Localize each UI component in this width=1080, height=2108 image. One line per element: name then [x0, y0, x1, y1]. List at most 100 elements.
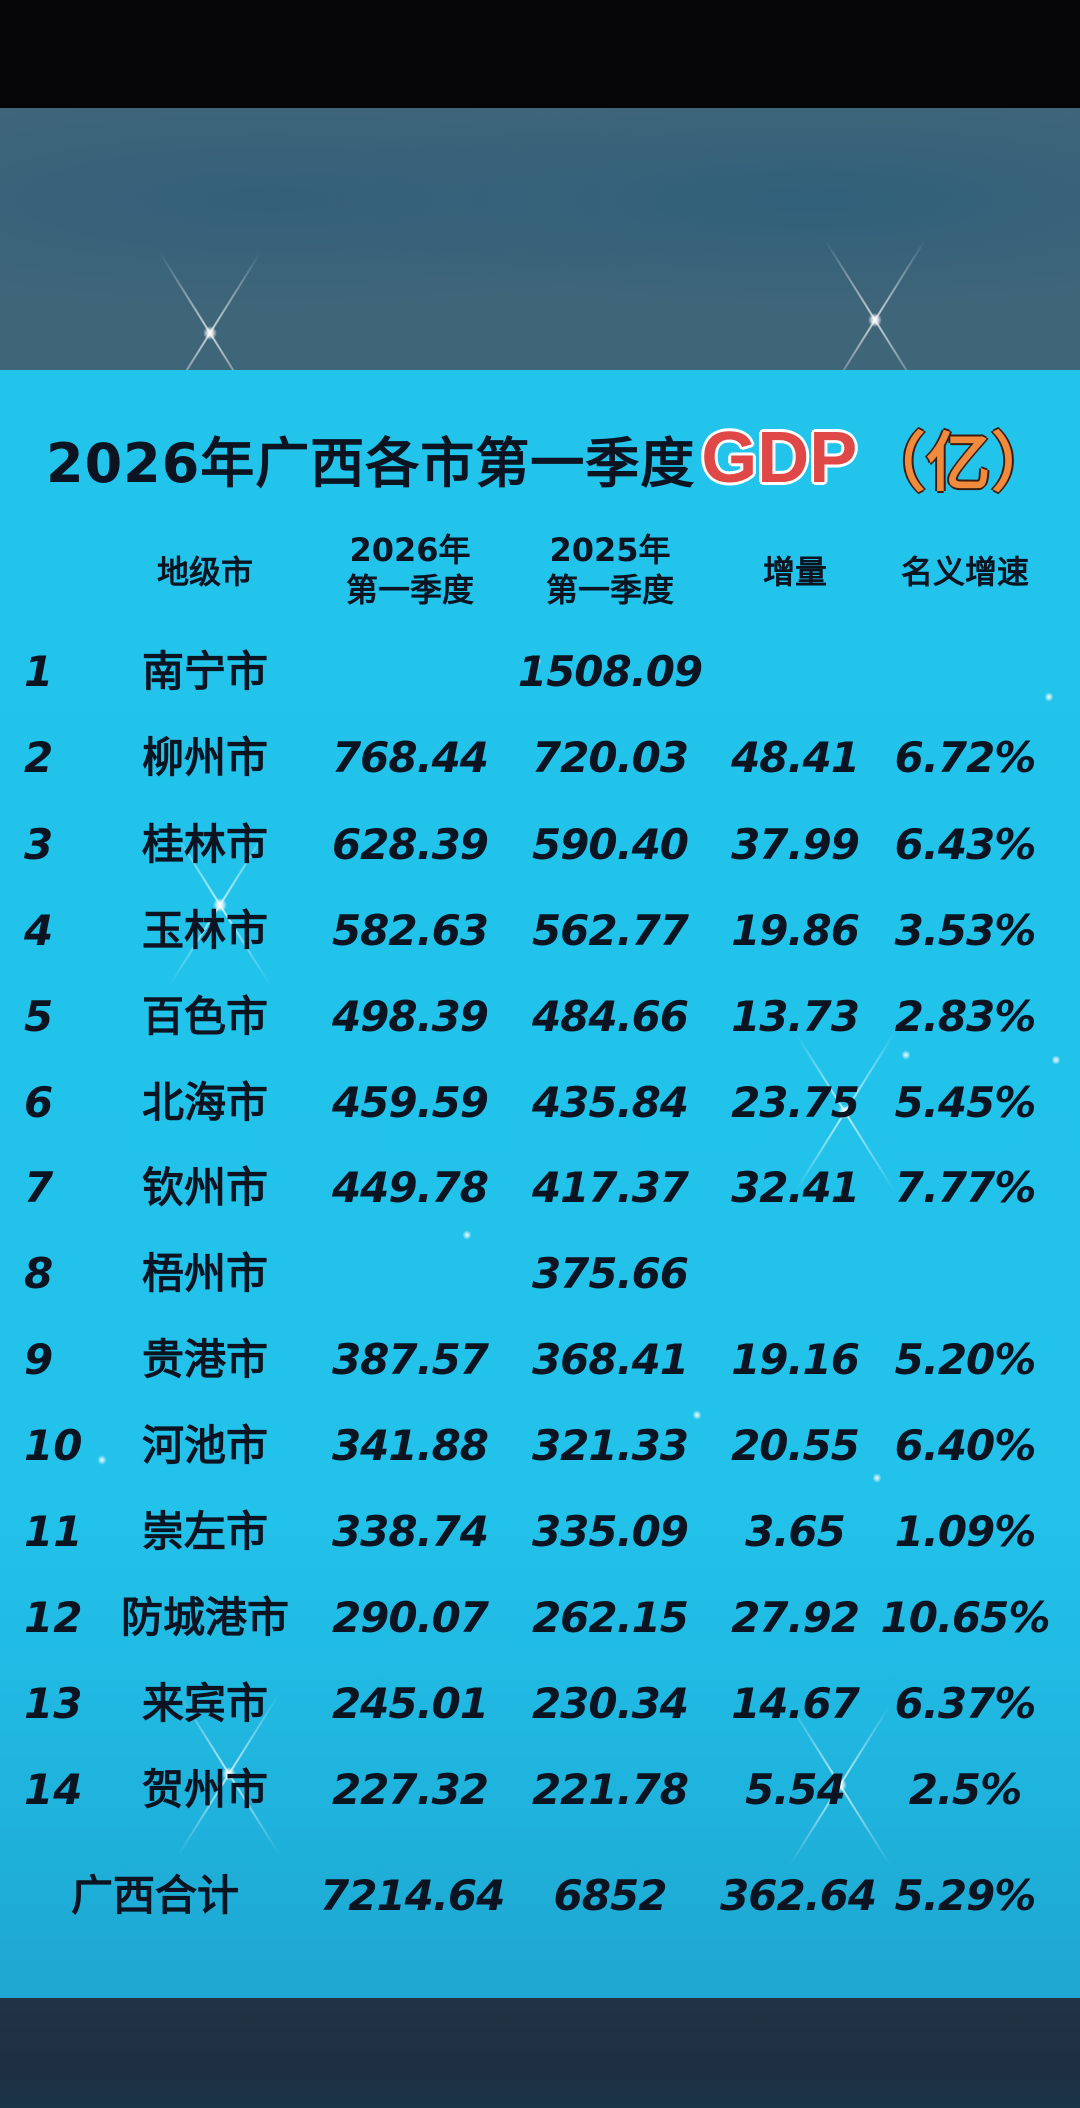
header-2025-year: 2025年	[549, 531, 671, 569]
sparkle-dot	[1052, 1055, 1060, 1065]
gdp-2025: 435.84	[531, 1078, 689, 1127]
sparkle-decoration	[213, 898, 227, 912]
title-gdp-highlight: GDP	[701, 418, 858, 498]
header-city: 地级市	[156, 553, 253, 591]
header-2026-q1: 2026年 第一季度	[320, 530, 500, 610]
increase: 14.67	[731, 1679, 860, 1728]
rank: 7	[24, 1163, 54, 1212]
city-name: 北海市	[141, 1078, 268, 1127]
increase: 3.65	[745, 1507, 846, 1556]
total-gdp-2026: 7214.64	[320, 1871, 505, 1920]
increase: 23.75	[731, 1078, 860, 1127]
gdp-2026	[320, 1244, 500, 1304]
total-increase: 362.64	[720, 1871, 877, 1920]
header-increase: 增量	[762, 553, 827, 591]
growth-rate: 1.09%	[894, 1507, 1037, 1556]
gdp-2026: 449.78	[331, 1163, 489, 1212]
gdp-2026: 459.59	[331, 1078, 489, 1127]
sparkle-dot	[1045, 692, 1053, 702]
gdp-2025: 230.34	[531, 1679, 689, 1728]
gdp-2026: 582.63	[331, 906, 489, 955]
increase: 13.73	[731, 992, 860, 1041]
page-title: 2026年广西各市第一季度 GDP （亿）	[46, 418, 1056, 501]
gdp-2025: 375.66	[531, 1249, 689, 1298]
rank: 11	[24, 1507, 83, 1556]
gdp-2025: 417.37	[531, 1163, 689, 1212]
increase	[720, 1244, 870, 1304]
rank: 3	[24, 820, 54, 869]
gdp-table-panel	[0, 370, 1080, 1998]
footer-background	[0, 1998, 1080, 2108]
gdp-2026: 245.01	[331, 1679, 489, 1728]
sparkle-dot	[533, 656, 541, 666]
rank: 1	[24, 647, 54, 696]
growth-rate	[870, 1244, 1060, 1304]
growth-rate: 2.83%	[894, 992, 1037, 1041]
city-name: 来宾市	[141, 1679, 268, 1728]
gdp-2025: 321.33	[531, 1421, 689, 1470]
top-black-bar	[0, 0, 1080, 108]
increase: 27.92	[731, 1593, 860, 1642]
gdp-2026: 227.32	[331, 1765, 489, 1814]
gdp-2026: 290.07	[331, 1593, 489, 1642]
rank: 10	[24, 1421, 83, 1470]
growth-rate: 3.53%	[894, 906, 1037, 955]
increase: 32.41	[731, 1163, 860, 1212]
rank: 13	[24, 1679, 83, 1728]
city-name: 桂林市	[141, 820, 268, 869]
city-name: 贵港市	[141, 1335, 268, 1384]
gdp-2026: 498.39	[331, 992, 489, 1041]
city-name: 防城港市	[120, 1593, 289, 1642]
gdp-2025: 1508.09	[517, 647, 703, 696]
sparkle-dot	[873, 1473, 881, 1483]
rank: 9	[24, 1335, 54, 1384]
gdp-2026: 387.57	[331, 1335, 489, 1384]
sparkle-decoration	[222, 1767, 236, 1781]
rank: 14	[24, 1765, 83, 1814]
growth-rate: 5.45%	[894, 1078, 1037, 1127]
gdp-2026: 628.39	[331, 820, 489, 869]
title-unit: （亿）	[861, 427, 1057, 501]
gdp-2026: 338.74	[331, 1507, 489, 1556]
sparkle-dot	[902, 1050, 910, 1060]
rank: 8	[24, 1249, 54, 1298]
increase: 5.54	[745, 1765, 846, 1814]
growth-rate: 6.43%	[894, 820, 1037, 869]
growth-rate: 2.5%	[908, 1765, 1022, 1814]
gdp-2025: 221.78	[531, 1765, 689, 1814]
gdp-2026: 341.88	[331, 1421, 489, 1470]
total-gdp-2025: 6852	[553, 1871, 668, 1920]
header-2026-quarter: 第一季度	[345, 571, 474, 609]
gdp-2025: 720.03	[531, 733, 689, 782]
gdp-2026: 768.44	[331, 733, 489, 782]
title-main: 2026年广西各市第一季度	[46, 431, 696, 495]
gdp-2025: 484.66	[531, 992, 689, 1041]
city-name: 梧州市	[141, 1249, 268, 1298]
header-2026-year: 2026年	[349, 531, 471, 569]
increase: 19.86	[731, 906, 860, 955]
total-growth-rate: 5.29%	[894, 1871, 1037, 1920]
rank: 4	[24, 906, 54, 955]
increase: 48.41	[731, 733, 860, 782]
growth-rate: 6.72%	[894, 733, 1037, 782]
header-2025-quarter: 第一季度	[545, 571, 674, 609]
sparkle-dot	[693, 1410, 701, 1420]
growth-rate: 7.77%	[894, 1163, 1037, 1212]
sparkle-dot	[463, 1230, 471, 1240]
rank: 5	[24, 992, 54, 1041]
growth-rate: 5.20%	[894, 1335, 1037, 1384]
table-header: 地级市 2026年 第一季度 2025年 第一季度 增量 名义增速	[0, 530, 1080, 620]
increase: 37.99	[731, 820, 860, 869]
header-2025-q1: 2025年 第一季度	[515, 530, 705, 610]
growth-rate: 6.40%	[894, 1421, 1037, 1470]
city-name: 崇左市	[141, 1507, 268, 1556]
increase: 19.16	[731, 1335, 860, 1384]
sparkle-decoration	[838, 1105, 852, 1119]
city-name: 南宁市	[141, 647, 268, 696]
rank: 12	[24, 1593, 83, 1642]
city-name: 玉林市	[141, 906, 268, 955]
rank: 2	[24, 733, 54, 782]
city-name: 贺州市	[141, 1765, 268, 1814]
city-name: 柳州市	[141, 733, 268, 782]
city-name: 河池市	[141, 1421, 268, 1470]
